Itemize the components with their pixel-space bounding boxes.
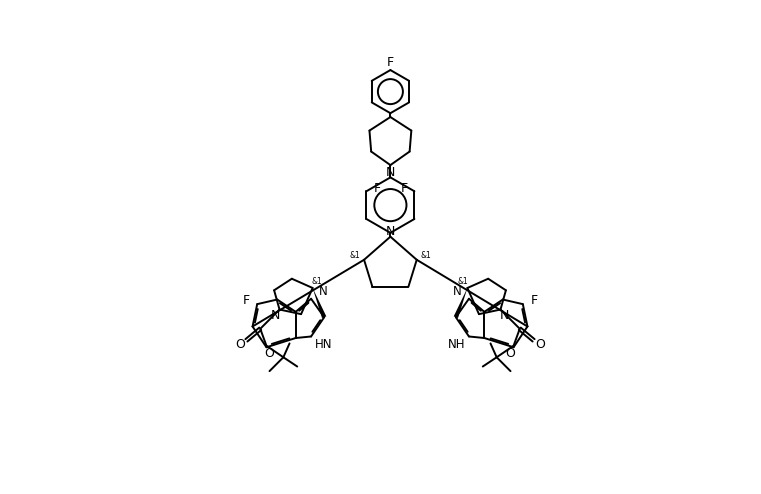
Text: N: N bbox=[453, 285, 461, 297]
Text: N: N bbox=[319, 285, 327, 297]
Text: O: O bbox=[235, 338, 245, 351]
Text: &1: &1 bbox=[421, 251, 431, 260]
Polygon shape bbox=[454, 288, 467, 318]
Text: &1: &1 bbox=[457, 277, 468, 287]
Text: F: F bbox=[530, 294, 538, 307]
Text: O: O bbox=[505, 347, 515, 360]
Text: F: F bbox=[242, 294, 250, 307]
Text: O: O bbox=[265, 347, 275, 360]
Text: F: F bbox=[374, 182, 380, 196]
Text: F: F bbox=[400, 182, 407, 196]
Text: &1: &1 bbox=[349, 251, 360, 260]
Polygon shape bbox=[313, 288, 326, 318]
Text: N: N bbox=[500, 309, 509, 322]
Text: &1: &1 bbox=[312, 277, 323, 287]
Text: NH: NH bbox=[447, 338, 465, 351]
Text: N: N bbox=[386, 165, 395, 178]
Text: N: N bbox=[271, 309, 280, 322]
Text: F: F bbox=[387, 56, 394, 69]
Text: O: O bbox=[535, 338, 545, 351]
Text: N: N bbox=[386, 225, 395, 238]
Text: HN: HN bbox=[315, 338, 333, 351]
